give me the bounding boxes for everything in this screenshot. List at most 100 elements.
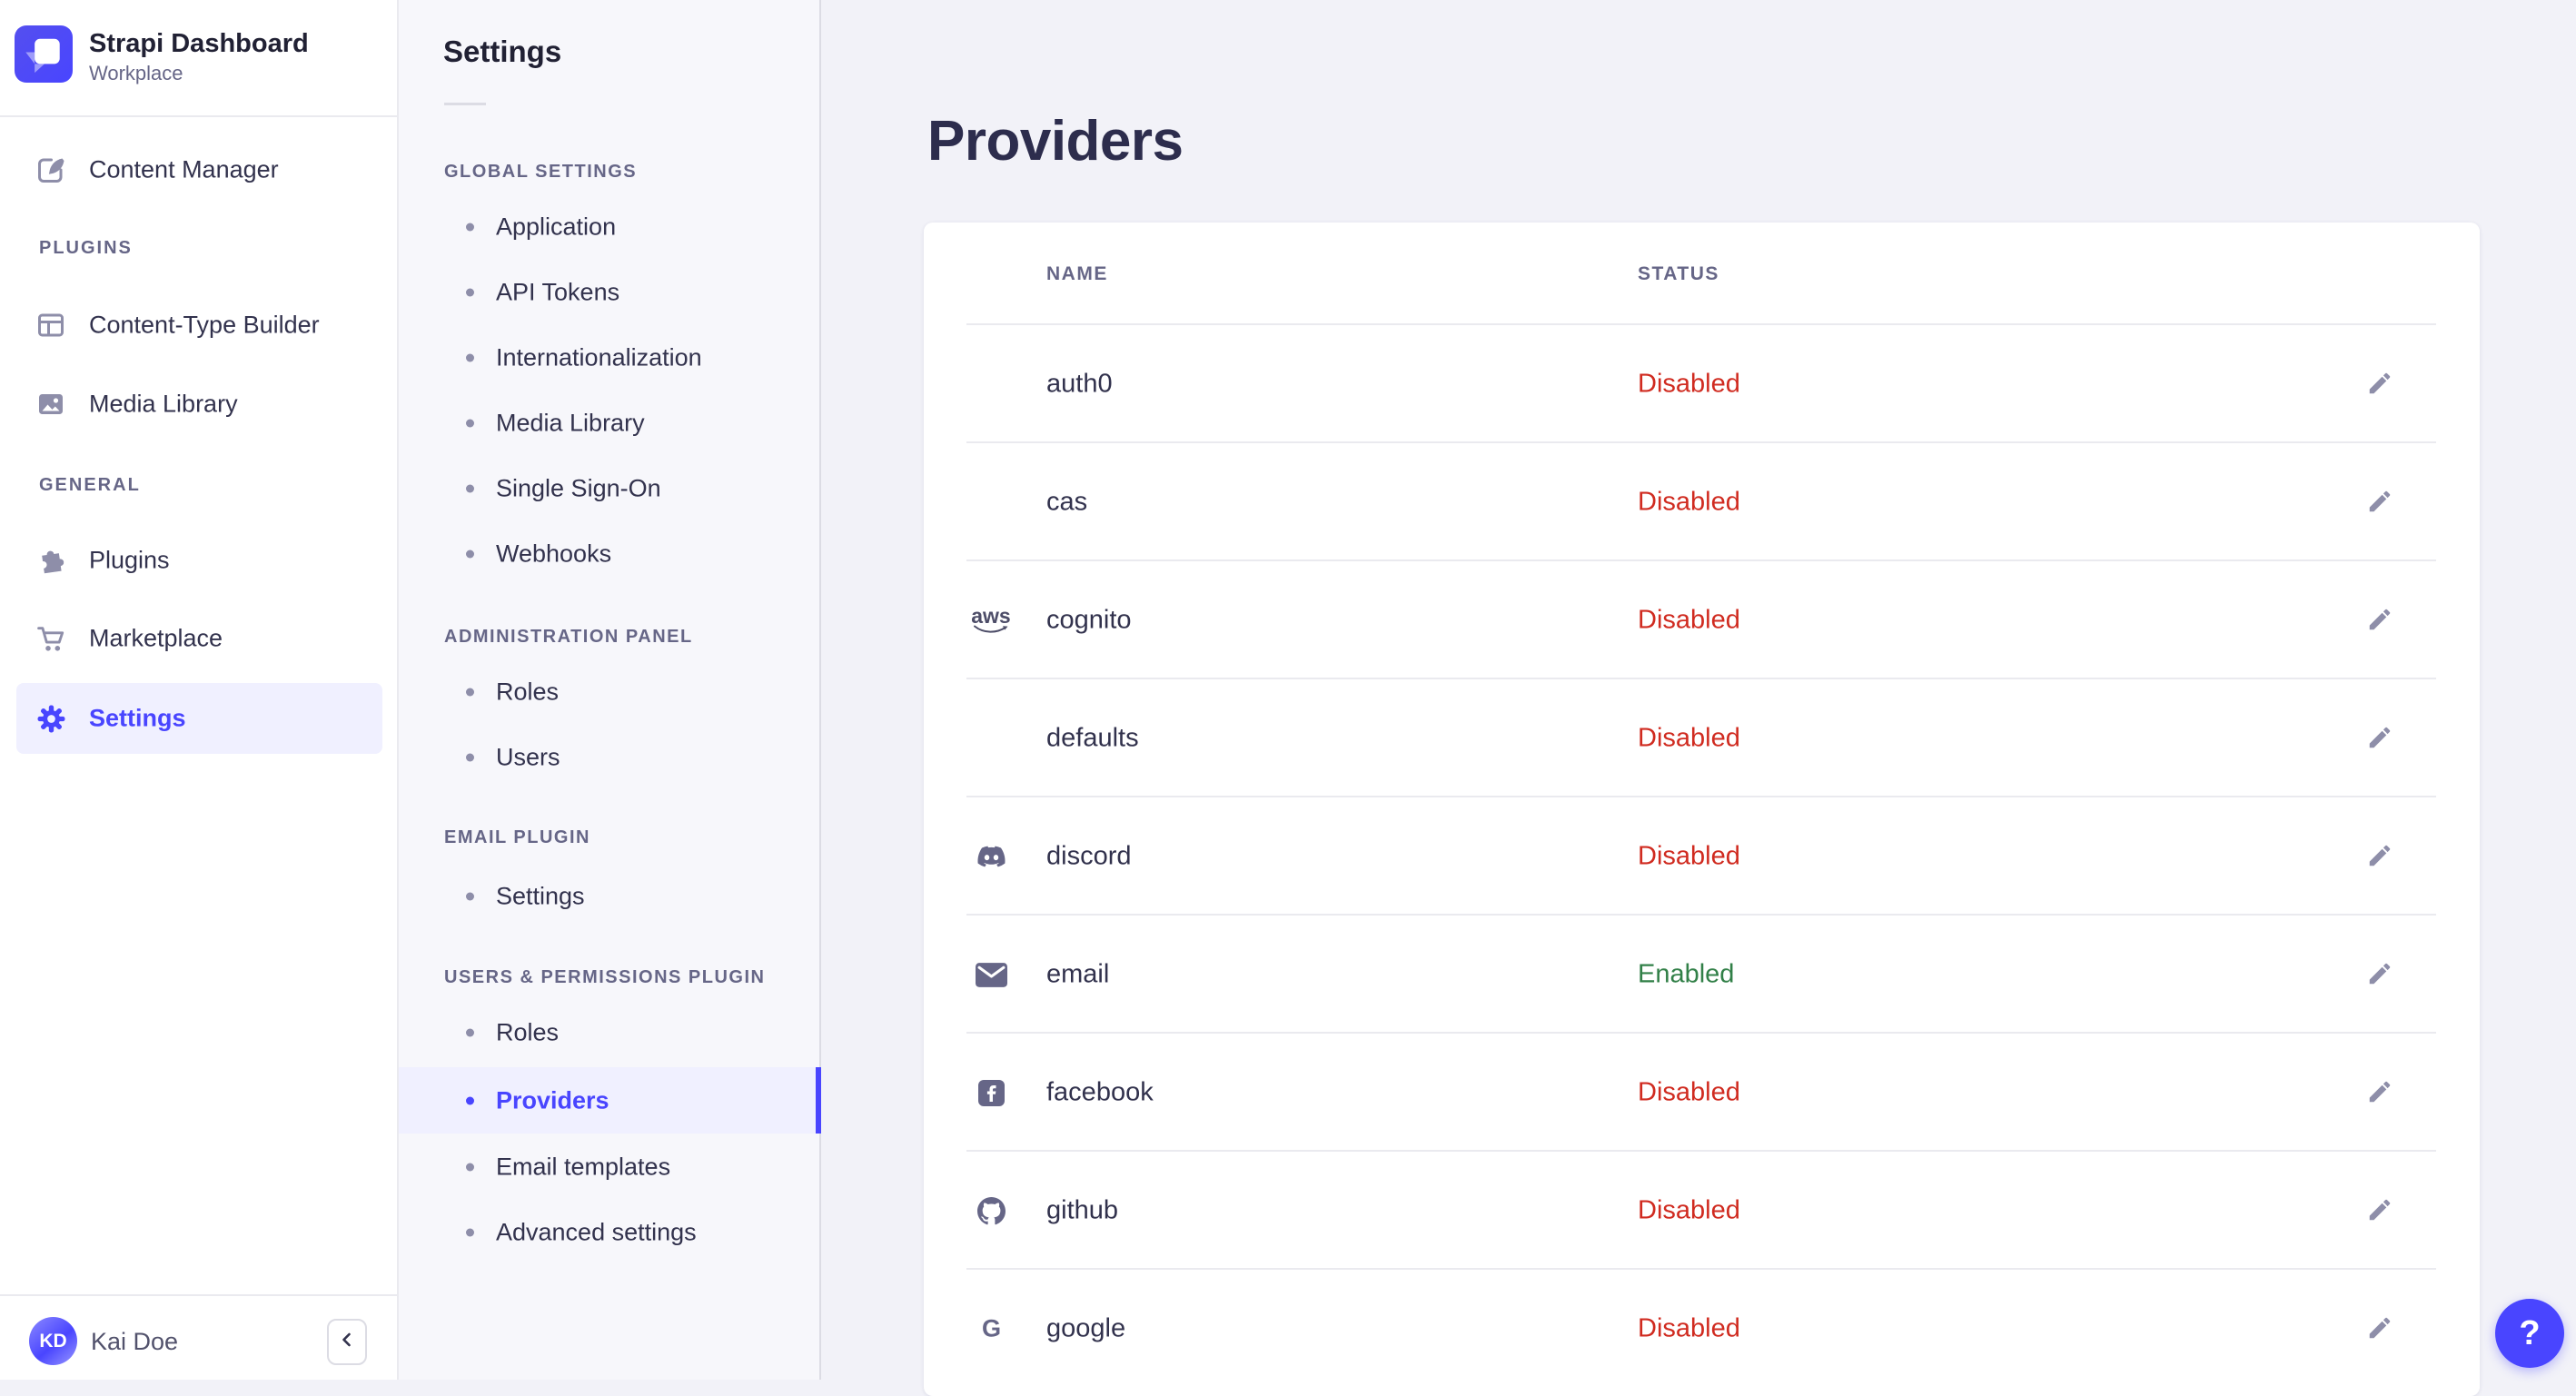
marketplace-icon xyxy=(36,624,65,653)
provider-row-auth0[interactable]: auth0 Disabled xyxy=(924,325,2480,443)
email-icon xyxy=(971,955,1011,995)
row-divider xyxy=(966,559,2436,561)
sidebar-item-label: Marketplace xyxy=(89,624,223,652)
bullet-icon xyxy=(466,688,474,697)
no-icon xyxy=(971,718,1011,758)
subnav-item-label: Users xyxy=(496,743,560,771)
sidebar-item-content-manager[interactable]: Content Manager xyxy=(0,138,397,202)
discord-icon xyxy=(971,837,1011,876)
svg-text:G: G xyxy=(981,1315,1000,1342)
edit-provider-button[interactable] xyxy=(2353,1302,2407,1356)
bullet-icon xyxy=(466,1028,474,1037)
subnav-item-label: Application xyxy=(496,213,617,241)
provider-status: Disabled xyxy=(1638,1195,1740,1225)
subnav-item-settings[interactable]: Settings xyxy=(399,870,819,923)
provider-status: Disabled xyxy=(1638,487,1740,517)
subnav-item-label: Roles xyxy=(496,1018,560,1046)
provider-name: cognito xyxy=(1046,605,1132,635)
providers-table-card: NAME STATUS auth0 Disabled cas Disabled … xyxy=(924,223,2480,1396)
subnav-item-webhooks[interactable]: Webhooks xyxy=(399,528,819,580)
subnav-item-label: Single Sign-On xyxy=(496,474,661,502)
provider-row-defaults[interactable]: defaults Disabled xyxy=(924,679,2480,797)
subnav-item-media-library[interactable]: Media Library xyxy=(399,397,819,450)
sidebar-item-label: Media Library xyxy=(89,390,238,418)
user-name: Kai Doe xyxy=(91,1328,179,1355)
edit-provider-button[interactable] xyxy=(2353,1065,2407,1120)
subnav-item-internationalization[interactable]: Internationalization xyxy=(399,332,819,384)
provider-name: github xyxy=(1046,1195,1119,1225)
sidebar-item-content-type-builder[interactable]: Content-Type Builder xyxy=(0,293,397,357)
provider-name: auth0 xyxy=(1046,369,1113,399)
subnav-item-label: Internationalization xyxy=(496,343,702,371)
sidebar-item-marketplace[interactable]: Marketplace xyxy=(0,607,397,670)
bullet-icon xyxy=(466,892,474,901)
provider-row-email[interactable]: email Enabled xyxy=(924,916,2480,1034)
github-icon xyxy=(971,1191,1011,1231)
provider-status: Disabled xyxy=(1638,605,1740,635)
page-title: Providers xyxy=(927,109,1184,173)
bullet-icon xyxy=(466,223,474,232)
edit-provider-button[interactable] xyxy=(2353,357,2407,411)
subnav-item-label: API Tokens xyxy=(496,278,620,306)
provider-row-github[interactable]: github Disabled xyxy=(924,1152,2480,1270)
provider-name: facebook xyxy=(1046,1077,1154,1107)
edit-icon xyxy=(2366,724,2393,754)
sidebar-item-label: Content-Type Builder xyxy=(89,311,320,339)
media-library-icon xyxy=(36,390,65,419)
sidebar-section-label: PLUGINS xyxy=(39,238,133,258)
provider-status: Enabled xyxy=(1638,959,1735,989)
edit-provider-button[interactable] xyxy=(2353,593,2407,648)
bullet-icon xyxy=(466,753,474,762)
collapse-sidebar-button[interactable] xyxy=(327,1319,367,1365)
subnav-item-roles[interactable]: Roles xyxy=(399,1006,819,1059)
subnav-title: Settings xyxy=(443,35,562,68)
subnav-item-providers[interactable]: Providers xyxy=(399,1067,821,1134)
edit-provider-button[interactable] xyxy=(2353,947,2407,1002)
edit-provider-button[interactable] xyxy=(2353,1183,2407,1238)
help-button[interactable]: ? xyxy=(2495,1299,2564,1368)
provider-status: Disabled xyxy=(1638,369,1740,399)
provider-name: google xyxy=(1046,1313,1126,1343)
sidebar-item-media-library[interactable]: Media Library xyxy=(0,372,397,436)
provider-row-cas[interactable]: cas Disabled xyxy=(924,443,2480,561)
edit-icon xyxy=(2366,488,2393,518)
edit-icon xyxy=(2366,370,2393,400)
subnav-item-label: Settings xyxy=(496,882,585,910)
subnav-item-single-sign-on[interactable]: Single Sign-On xyxy=(399,462,819,515)
subnav-item-roles[interactable]: Roles xyxy=(399,666,819,718)
subnav-item-application[interactable]: Application xyxy=(399,201,819,253)
workspace-name: Workplace xyxy=(89,62,183,84)
subnav-item-label: Providers xyxy=(496,1086,609,1114)
edit-provider-button[interactable] xyxy=(2353,711,2407,766)
bullet-icon xyxy=(466,419,474,428)
subnav-item-api-tokens[interactable]: API Tokens xyxy=(399,266,819,319)
main-sidebar: Strapi Dashboard Workplace Content Manag… xyxy=(0,0,399,1380)
provider-status: Disabled xyxy=(1638,1313,1740,1343)
sidebar-item-plugins[interactable]: Plugins xyxy=(0,529,397,592)
chevron-left-icon xyxy=(336,1329,358,1355)
subnav-item-email-templates[interactable]: Email templates xyxy=(399,1141,819,1193)
bullet-icon xyxy=(466,484,474,493)
facebook-icon xyxy=(971,1073,1011,1113)
workspace-header[interactable]: Strapi Dashboard Workplace xyxy=(0,0,397,115)
settings-icon xyxy=(36,704,65,733)
provider-row-discord[interactable]: discord Disabled xyxy=(924,797,2480,916)
subnav-section-label: EMAIL PLUGIN xyxy=(444,827,590,847)
provider-row-cognito[interactable]: aws cognito Disabled xyxy=(924,561,2480,679)
provider-name: email xyxy=(1046,959,1110,989)
subnav-item-advanced-settings[interactable]: Advanced settings xyxy=(399,1206,819,1259)
subnav-item-users[interactable]: Users xyxy=(399,731,819,784)
edit-provider-button[interactable] xyxy=(2353,475,2407,530)
sidebar-divider xyxy=(0,115,397,117)
bullet-icon xyxy=(466,1163,474,1172)
row-divider xyxy=(966,678,2436,679)
provider-row-facebook[interactable]: facebook Disabled xyxy=(924,1034,2480,1152)
row-divider xyxy=(966,441,2436,443)
edit-provider-button[interactable] xyxy=(2353,829,2407,884)
column-header-status: STATUS xyxy=(1638,262,1719,284)
provider-row-google[interactable]: G google Disabled xyxy=(924,1270,2480,1388)
avatar[interactable]: KD xyxy=(29,1317,77,1365)
sidebar-item-settings[interactable]: Settings xyxy=(0,687,397,750)
aws-icon: aws xyxy=(971,600,1011,640)
row-divider xyxy=(966,1150,2436,1152)
